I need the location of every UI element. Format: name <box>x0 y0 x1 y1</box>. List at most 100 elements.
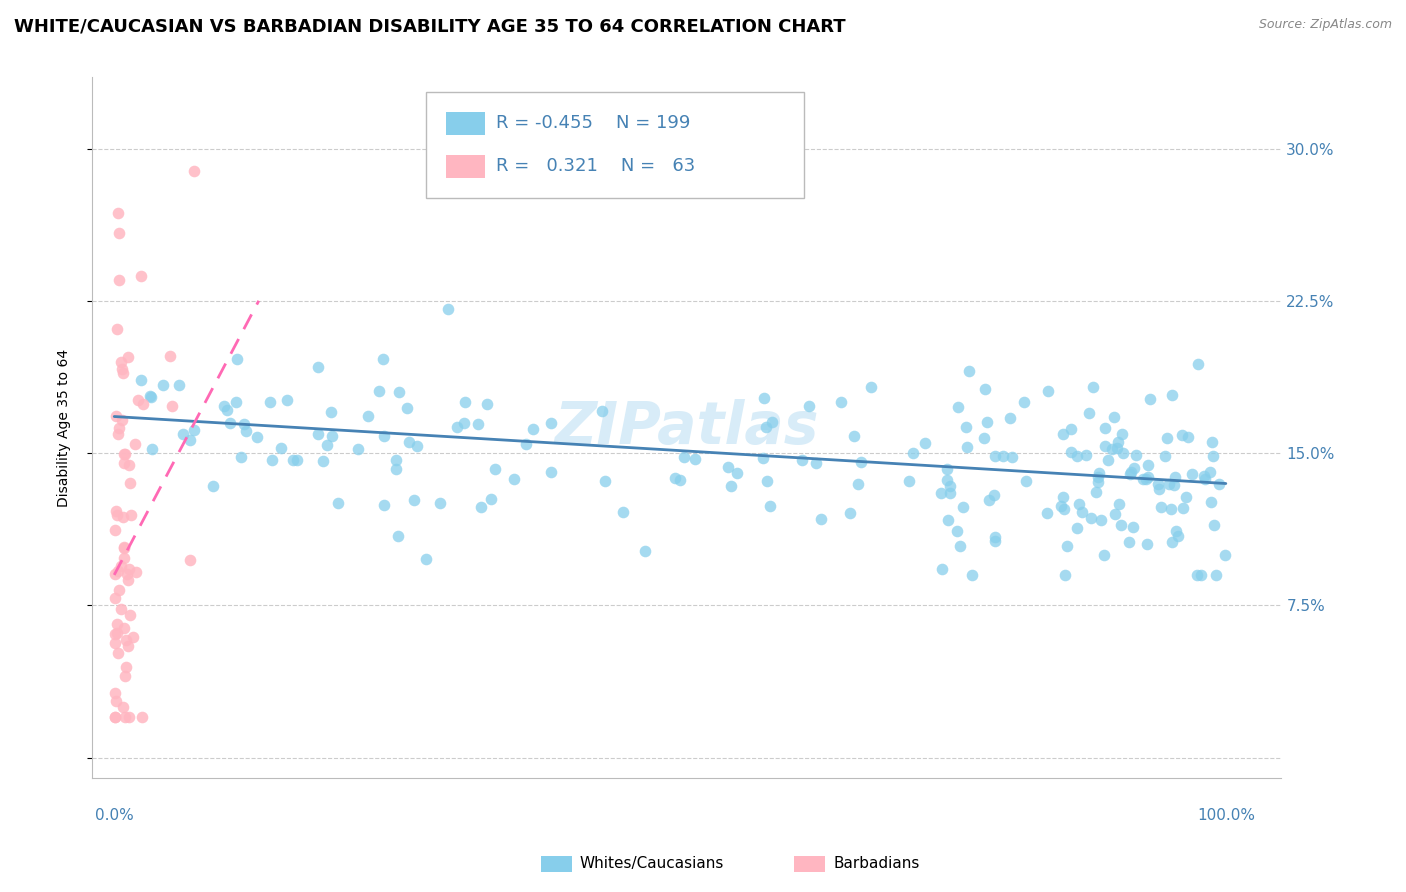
Point <box>983 488 1005 502</box>
Point <box>398 435 420 450</box>
Point <box>1180 467 1202 482</box>
Point <box>387 529 409 543</box>
Point <box>118 710 141 724</box>
Point <box>1088 466 1111 480</box>
Point <box>1150 500 1173 514</box>
Point <box>139 390 162 404</box>
Point <box>1208 476 1230 491</box>
Point <box>1056 539 1078 553</box>
Point <box>152 378 174 392</box>
Point <box>1202 449 1225 463</box>
Point <box>1161 535 1184 549</box>
Point <box>384 462 406 476</box>
Point <box>1066 521 1088 535</box>
Point <box>1185 567 1208 582</box>
Point <box>105 322 128 336</box>
Point <box>120 475 142 490</box>
Point <box>1166 524 1188 538</box>
Point <box>321 428 343 442</box>
Point <box>235 424 257 438</box>
Point <box>1189 567 1212 582</box>
Point <box>117 639 139 653</box>
Point <box>179 433 201 447</box>
Point <box>1125 448 1147 462</box>
Point <box>830 394 852 409</box>
Point <box>1087 475 1109 489</box>
Point <box>755 474 778 488</box>
Point <box>179 553 201 567</box>
Point <box>111 362 134 376</box>
Point <box>467 417 489 431</box>
Point <box>1175 491 1198 505</box>
Point <box>212 399 235 413</box>
Point <box>321 404 343 418</box>
Point <box>522 421 544 435</box>
Point <box>160 399 183 413</box>
Point <box>167 378 190 392</box>
Point <box>246 430 269 444</box>
Point <box>849 455 872 469</box>
Point <box>984 530 1007 544</box>
Point <box>368 384 391 398</box>
Point <box>717 460 740 475</box>
Point <box>846 476 869 491</box>
Text: R = -0.455    N = 199: R = -0.455 N = 199 <box>496 114 690 132</box>
Point <box>475 397 498 411</box>
Point <box>114 710 136 724</box>
Point <box>957 363 980 377</box>
Point <box>117 351 139 365</box>
Point <box>515 437 537 451</box>
Point <box>939 479 962 493</box>
Text: 0.0%: 0.0% <box>94 808 134 823</box>
Point <box>270 442 292 456</box>
Point <box>1122 520 1144 534</box>
Point <box>131 397 153 411</box>
Point <box>946 401 969 415</box>
Point <box>262 453 284 467</box>
Point <box>929 485 952 500</box>
Point <box>104 524 127 538</box>
Point <box>276 392 298 407</box>
Point <box>107 226 129 240</box>
Point <box>107 273 129 287</box>
Point <box>1119 466 1142 480</box>
Point <box>131 373 153 387</box>
Point <box>415 551 437 566</box>
Point <box>973 383 995 397</box>
Point <box>1053 567 1076 582</box>
Point <box>797 399 820 413</box>
Text: R =   0.321    N =   63: R = 0.321 N = 63 <box>496 157 696 175</box>
Point <box>110 602 132 616</box>
Point <box>983 533 1005 548</box>
Point <box>141 442 163 457</box>
Point <box>935 473 957 487</box>
Point <box>117 566 139 581</box>
Point <box>1149 483 1171 497</box>
Point <box>118 608 141 623</box>
Point <box>484 462 506 476</box>
Point <box>105 626 128 640</box>
Point <box>1171 501 1194 516</box>
Point <box>346 442 368 456</box>
Point <box>107 206 129 220</box>
Point <box>1101 442 1123 456</box>
Point <box>1083 380 1105 394</box>
Point <box>991 449 1014 463</box>
Point <box>402 493 425 508</box>
Point <box>118 561 141 575</box>
Point <box>172 427 194 442</box>
Point <box>114 456 136 470</box>
Point <box>1146 476 1168 491</box>
Point <box>233 417 256 431</box>
Point <box>131 710 153 724</box>
Point <box>285 453 308 467</box>
Point <box>1036 506 1059 520</box>
Point <box>1001 450 1024 464</box>
Point <box>1108 497 1130 511</box>
Point <box>437 301 460 316</box>
Point <box>810 512 832 526</box>
Point <box>1052 490 1074 504</box>
Point <box>755 420 778 434</box>
Point <box>1094 439 1116 453</box>
Text: Barbadians: Barbadians <box>834 856 920 871</box>
